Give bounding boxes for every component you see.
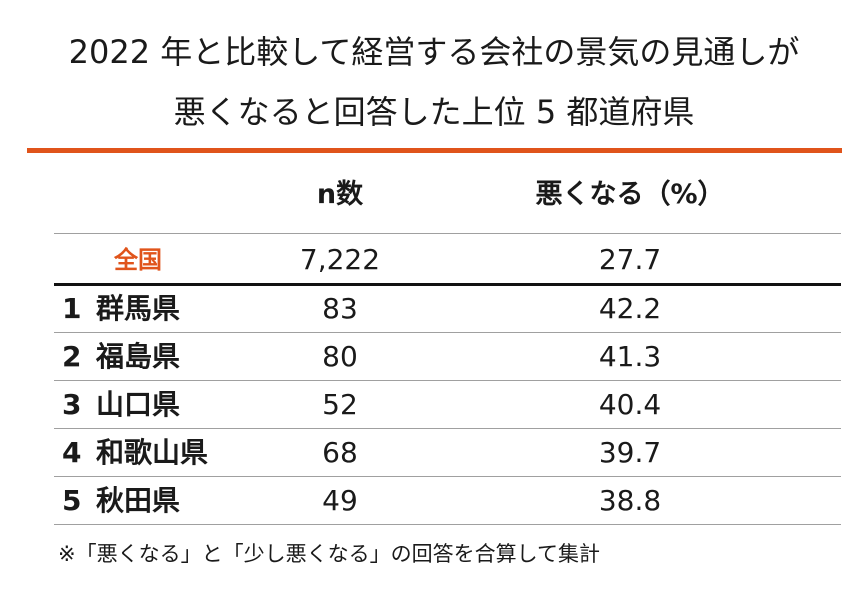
prefecture-name: 秋田県 [96, 484, 181, 517]
national-label: 全国 [114, 246, 162, 274]
prefecture-name: 群馬県 [96, 292, 181, 325]
row-rule [54, 428, 841, 429]
row-pct: 39.7 [598, 436, 662, 469]
table-row-national: 全国 7,222 27.7 [54, 236, 841, 284]
column-header-n: n数 [316, 179, 364, 210]
row-n: 68 [322, 436, 358, 469]
national-pct: 27.7 [598, 243, 662, 276]
footnote: ※「悪くなる」と「少し悪くなる」の回答を合算して集計 [58, 542, 600, 566]
rank-number: 4 [62, 436, 82, 469]
row-pct: 41.3 [598, 340, 662, 373]
rank-number: 3 [62, 388, 82, 421]
national-rule [54, 283, 841, 286]
national-n: 7,222 [299, 243, 381, 276]
row-pct: 42.2 [598, 292, 662, 325]
row-n: 49 [322, 484, 358, 517]
row-n: 52 [322, 388, 358, 421]
prefecture-name: 福島県 [96, 340, 181, 373]
orange-divider [27, 148, 842, 153]
table-row: 1 群馬県 83 42.2 [54, 285, 841, 333]
rank-number: 1 [62, 292, 82, 325]
table-row: 5 秋田県 49 38.8 [54, 477, 841, 525]
column-header-pct: 悪くなる（%） [535, 179, 725, 210]
title-text-2: 悪くなると回答した上位 5 都道府県 [173, 93, 695, 131]
prefecture-name: 和歌山県 [96, 436, 209, 469]
table-bottom-rule [54, 524, 841, 525]
row-rule [54, 380, 841, 381]
row-pct: 40.4 [598, 388, 662, 421]
row-rule [54, 332, 841, 333]
table-row: 4 和歌山県 68 39.7 [54, 429, 841, 477]
title-line-1: 2022 年と比較して経営する会社の景気の見通しが [0, 30, 868, 74]
row-pct: 38.8 [598, 484, 662, 517]
table-row: 2 福島県 80 41.3 [54, 333, 841, 381]
prefecture-name: 山口県 [96, 388, 181, 421]
row-n: 83 [322, 292, 358, 325]
row-rule [54, 476, 841, 477]
row-n: 80 [322, 340, 358, 373]
title-text-1: 2022 年と比較して経営する会社の景気の見通しが [68, 33, 800, 71]
rank-number: 5 [62, 484, 82, 517]
rank-number: 2 [62, 340, 82, 373]
table-row: 3 山口県 52 40.4 [54, 381, 841, 429]
header-rule [54, 233, 841, 234]
title-line-2: 悪くなると回答した上位 5 都道府県 [0, 90, 868, 134]
